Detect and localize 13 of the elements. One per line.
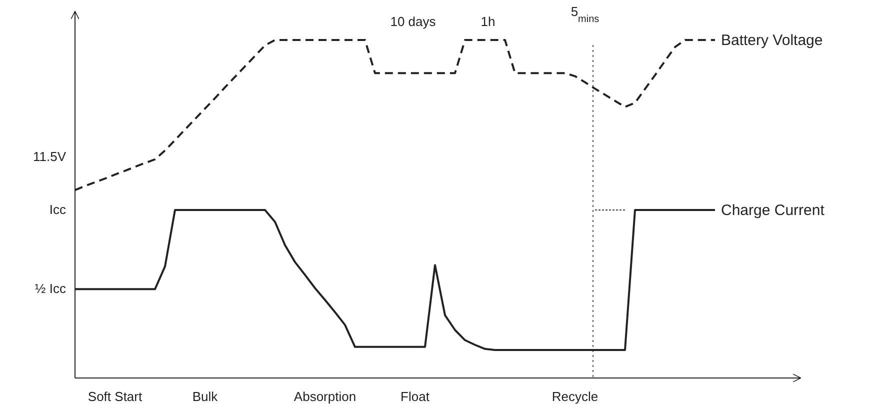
- x-tick-label: Soft Start: [88, 389, 142, 404]
- text: 10 days: [390, 14, 436, 29]
- text: 5$_{mins}$: [570, 4, 600, 24]
- x-tick-label: Float: [400, 389, 430, 404]
- x-tick-label: Recycle: [552, 389, 598, 404]
- series-label: Battery Voltage: [721, 32, 823, 49]
- text: ½ Icc: [34, 281, 66, 296]
- x-tick-label: Absorption: [294, 389, 356, 404]
- text: 1h: [480, 14, 496, 29]
- series-label: Charge Current: [721, 202, 826, 220]
- text: 11.5V: [32, 149, 66, 164]
- text: Icc: [49, 202, 66, 217]
- x-tick-label: Bulk: [192, 389, 218, 404]
